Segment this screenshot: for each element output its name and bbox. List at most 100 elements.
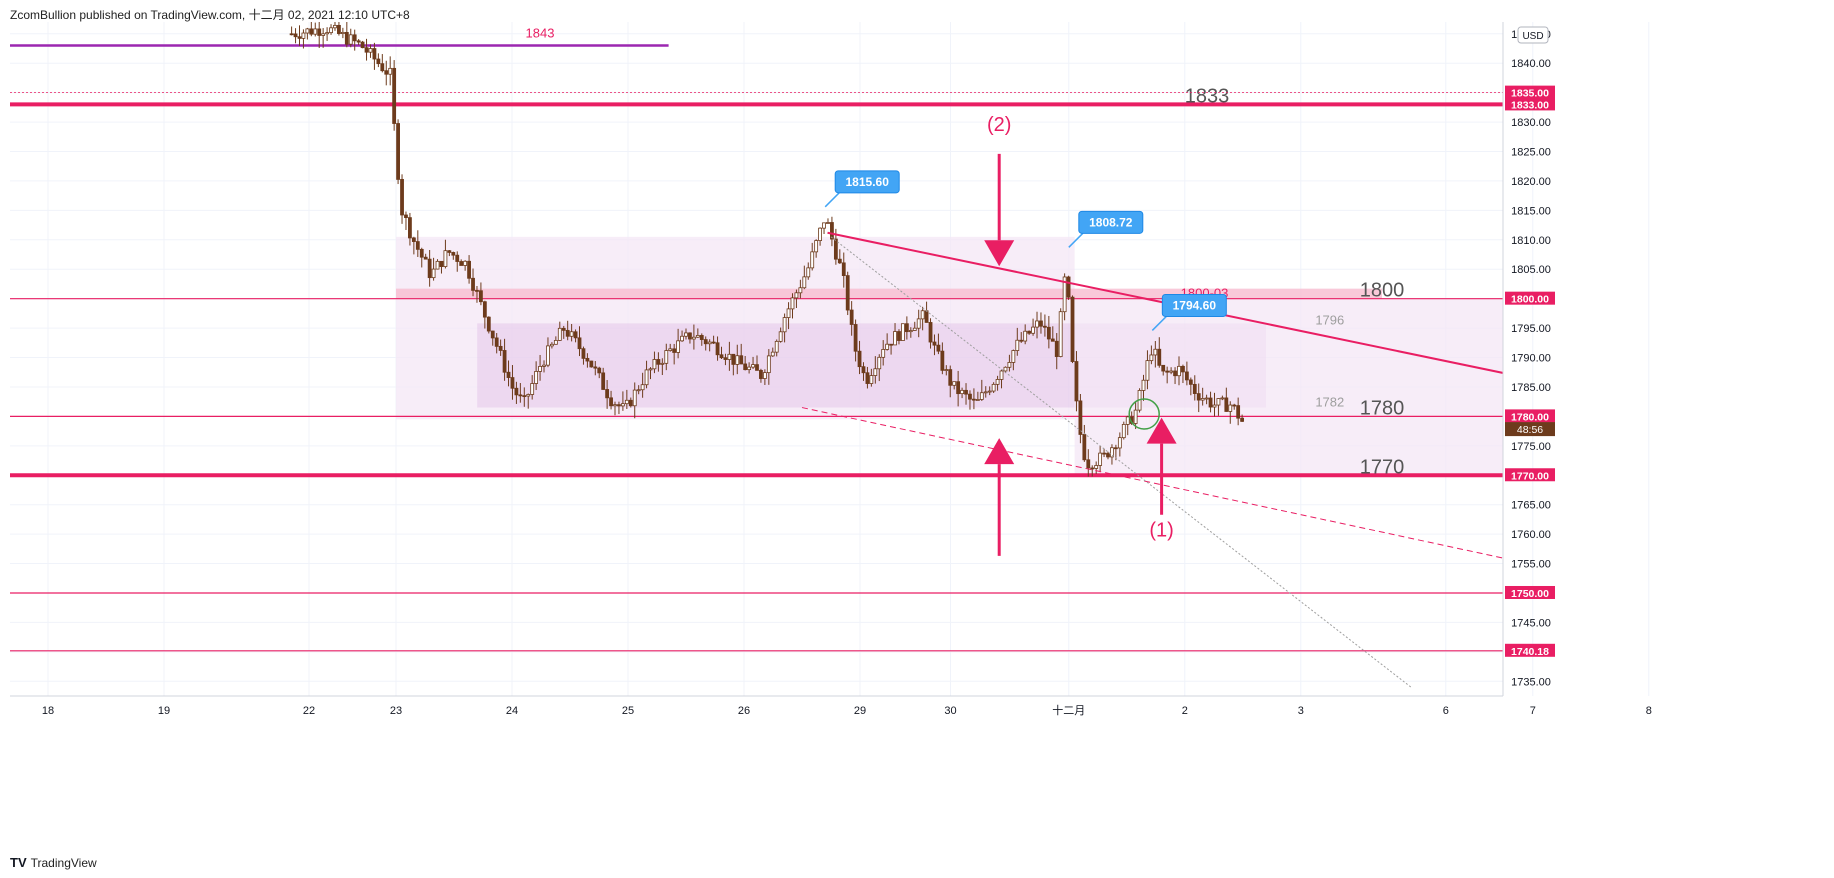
candle-body	[664, 350, 669, 364]
highlight-circle	[1128, 398, 1160, 430]
candle-body	[538, 366, 542, 372]
candle-body	[360, 41, 365, 49]
candle-body	[542, 364, 546, 367]
candle-body	[830, 222, 834, 240]
candle-body	[1133, 409, 1138, 424]
candle-body	[727, 353, 732, 360]
candle-body	[534, 371, 539, 384]
candle-body	[352, 34, 357, 42]
tradingview-logo-icon: TV	[10, 855, 27, 870]
candle-body	[1043, 325, 1047, 328]
candle-body	[987, 390, 992, 393]
candle-body	[530, 383, 535, 395]
candle-body	[333, 24, 337, 29]
x-tick-label: 3	[1298, 705, 1304, 717]
y-tick-label: 1830.00	[1511, 117, 1551, 129]
candle-body	[490, 330, 495, 339]
candle-body	[782, 317, 787, 333]
candle-body	[857, 350, 862, 368]
candle-body	[502, 350, 507, 373]
candle-body	[826, 222, 830, 224]
candle-body	[313, 28, 318, 35]
candle-body	[912, 327, 917, 331]
candle-body	[672, 348, 677, 353]
y-tick-label: 1825.00	[1511, 147, 1551, 159]
candle-body	[833, 238, 838, 260]
candle-body	[1050, 338, 1055, 342]
candle-body	[356, 40, 361, 43]
candle-body	[601, 372, 606, 390]
candle-body	[964, 389, 968, 395]
candle-body	[869, 375, 874, 384]
candle-body	[546, 345, 550, 366]
candle-body	[518, 394, 523, 397]
candle-body	[400, 179, 404, 216]
candle-body	[368, 48, 373, 53]
candle-body	[317, 28, 322, 36]
candle-body	[1208, 397, 1213, 408]
candle-body	[550, 343, 554, 347]
candle-body	[565, 329, 570, 337]
candle-body	[790, 297, 795, 310]
candle-body	[388, 67, 393, 75]
candle-body	[956, 381, 961, 395]
candle-body	[1015, 339, 1020, 351]
candle-body	[660, 362, 665, 365]
candle-body	[1220, 397, 1225, 400]
candle-body	[297, 36, 302, 39]
plot-area: 1800-031796178218331800178017701843(2)(1…	[10, 22, 1503, 688]
candle-body	[703, 339, 708, 345]
wave-label: (2)	[987, 114, 1011, 136]
candle-body	[573, 331, 578, 339]
candle-body	[1173, 370, 1177, 377]
candle-body	[676, 340, 681, 353]
candle-body	[1003, 366, 1008, 372]
candle-body	[837, 258, 842, 264]
price-tag-label: 1835.00	[1511, 88, 1549, 100]
candle-body	[759, 369, 763, 379]
candle-body	[415, 241, 420, 250]
footer-brand[interactable]: TV TradingView	[10, 855, 97, 870]
candle-body	[845, 275, 850, 311]
candle-body	[747, 366, 752, 371]
candle-body	[1035, 320, 1039, 328]
candle-body	[384, 70, 389, 75]
candle-body	[1094, 465, 1099, 469]
candle-body	[762, 372, 767, 379]
candle-body	[711, 341, 716, 344]
candle-body	[1192, 383, 1197, 394]
y-tick-label: 1840.00	[1511, 58, 1551, 70]
candle-body	[340, 31, 345, 34]
candle-body	[1078, 400, 1083, 435]
candle-body	[755, 364, 759, 371]
price-tag-box	[1505, 643, 1555, 657]
candle-body	[774, 340, 779, 353]
x-tick-label: 24	[506, 705, 518, 717]
candle-body	[1224, 397, 1229, 412]
candle-body	[794, 292, 799, 299]
candle-body	[778, 331, 783, 342]
candle-body	[498, 345, 503, 351]
candle-body	[624, 399, 629, 405]
candle-body	[1181, 365, 1185, 373]
candle-body	[1113, 447, 1118, 450]
candle-body	[305, 28, 310, 34]
candle-body	[443, 250, 448, 267]
candle-body	[408, 217, 412, 239]
candle-body	[1102, 452, 1106, 455]
candle-body	[1046, 326, 1051, 340]
candle-body	[735, 355, 740, 365]
candle-body	[644, 369, 649, 386]
candle-body	[1090, 467, 1095, 470]
x-tick-label: 22	[303, 705, 315, 717]
candle-body	[979, 392, 984, 400]
candle-body	[798, 287, 803, 294]
candle-body	[968, 393, 972, 400]
candle-body	[427, 258, 432, 279]
candle-body	[1236, 405, 1241, 419]
candle-body	[1082, 434, 1087, 461]
y-tick-label: 1795.00	[1511, 323, 1551, 335]
callout-pointer	[824, 192, 840, 208]
y-tick-label: 1820.00	[1511, 176, 1551, 188]
